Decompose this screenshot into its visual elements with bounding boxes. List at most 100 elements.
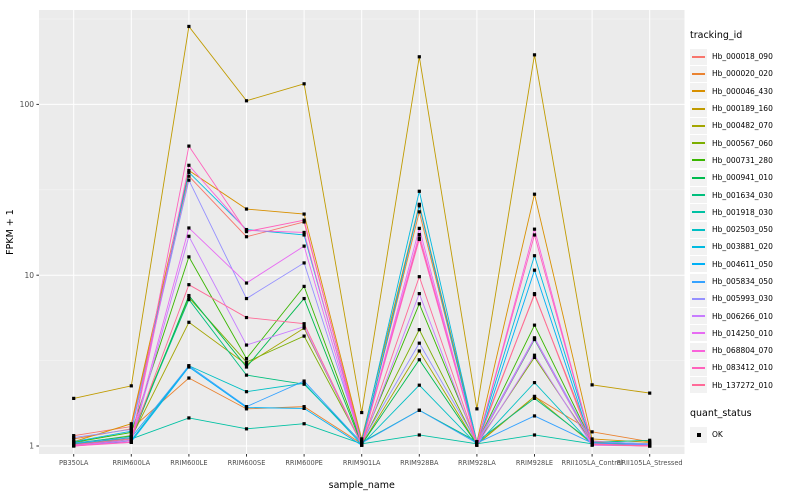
data-point [532, 396, 537, 400]
data-point [244, 390, 249, 394]
data-point [417, 189, 421, 193]
legend-key-line [692, 159, 705, 162]
data-point [648, 444, 652, 448]
data-point [244, 315, 249, 320]
legend-key-line [692, 280, 705, 283]
data-point [590, 430, 594, 434]
legend-key [690, 342, 707, 359]
data-point [532, 233, 537, 237]
data-point [244, 373, 249, 377]
legend-key [690, 325, 707, 342]
legend-key-line [692, 349, 705, 352]
data-point [187, 293, 191, 298]
data-point [532, 414, 537, 418]
data-point [302, 230, 306, 235]
legend-entry-Hb_000731_280: Hb_000731_280 [690, 152, 798, 169]
data-point [417, 210, 421, 214]
data-point [417, 237, 421, 242]
legend-entry-label: Hb_000941_010 [712, 173, 773, 183]
data-point [129, 384, 133, 388]
data-point [302, 405, 306, 409]
data-point [129, 422, 133, 426]
data-point [244, 365, 249, 369]
legend-key [690, 169, 707, 186]
legend-key-line [692, 124, 705, 127]
data-point [302, 218, 306, 222]
legend-entry-label: Hb_068804_070 [712, 346, 773, 356]
legend-key [690, 377, 707, 394]
data-point [302, 381, 306, 385]
legend-title-tracking-id: tracking_id [690, 30, 743, 41]
legend-entry-Hb_000189_160: Hb_000189_160 [690, 100, 798, 117]
legend-key-line [692, 245, 705, 248]
data-point [417, 349, 421, 353]
data-point [302, 220, 306, 224]
data-point [360, 437, 364, 441]
data-point [417, 358, 421, 362]
data-point [187, 234, 191, 238]
data-point [590, 440, 594, 444]
legend-entry-label: Hb_000189_160 [712, 104, 773, 114]
data-point [302, 325, 306, 329]
data-point [590, 442, 594, 447]
legend-key-line [692, 211, 705, 214]
data-point [532, 337, 537, 341]
legend-entry-Hb_006266_010: Hb_006266_010 [690, 307, 798, 325]
legend-entry-label: Hb_000567_060 [712, 138, 773, 148]
y-tick-label: 10 [24, 271, 34, 280]
data-point [244, 99, 249, 103]
legend-key-line [692, 315, 705, 318]
legend-entry-label: Hb_004611_050 [712, 259, 773, 269]
legend-entry-Hb_000941_010: Hb_000941_010 [690, 169, 798, 186]
data-point [244, 405, 249, 409]
legend-key-line [692, 90, 705, 93]
data-point [475, 407, 479, 411]
legend-entry-quant-OK: OK [690, 426, 798, 443]
data-point [244, 362, 249, 367]
data-point [187, 364, 191, 368]
data-point [244, 229, 249, 234]
data-point [590, 437, 594, 441]
data-point [72, 435, 76, 440]
data-point [72, 442, 76, 447]
data-point [187, 416, 191, 420]
legend-entry-label: Hb_002503_050 [712, 225, 773, 235]
legend-entry-Hb_005993_030: Hb_005993_030 [690, 290, 798, 307]
legend-entry-label: Hb_137272_010 [712, 380, 773, 390]
data-point [129, 437, 133, 441]
legend-key-line [692, 107, 705, 110]
data-point [417, 292, 421, 296]
data-point [417, 433, 421, 437]
data-point [532, 292, 537, 296]
data-point [187, 320, 191, 324]
data-point [187, 255, 191, 259]
data-point [417, 408, 421, 412]
legend-key [690, 65, 707, 82]
data-point [302, 406, 306, 411]
data-point [187, 174, 191, 178]
data-point [302, 296, 306, 301]
data-point [532, 394, 537, 399]
legend-entry-label: Hb_003881_020 [712, 242, 773, 252]
data-point [244, 235, 249, 239]
data-point [532, 433, 537, 437]
legend-entry-label: Hb_014250_010 [712, 328, 773, 338]
data-point [532, 53, 537, 57]
legend-entries: Hb_000018_090 Hb_000020_020 Hb_000046_430 H… [690, 48, 798, 394]
data-point [590, 383, 594, 387]
x-tick-label: RRIM600LE [170, 459, 207, 467]
legend-key-line [692, 228, 705, 231]
legend-key-line [692, 332, 705, 335]
x-tick-label: RRIM928LA [458, 459, 496, 467]
data-point [129, 440, 133, 444]
data-point [532, 381, 537, 385]
legend-entry-label: Hb_005834_050 [712, 277, 773, 286]
legend-entry-Hb_083412_010: Hb_083412_010 [690, 359, 798, 376]
legend-key [690, 48, 707, 65]
data-point [302, 334, 306, 338]
data-point [302, 379, 306, 383]
y-axis-title: FPKM + 1 [5, 209, 16, 255]
legend-entry-label: Hb_000018_090 [712, 52, 773, 62]
